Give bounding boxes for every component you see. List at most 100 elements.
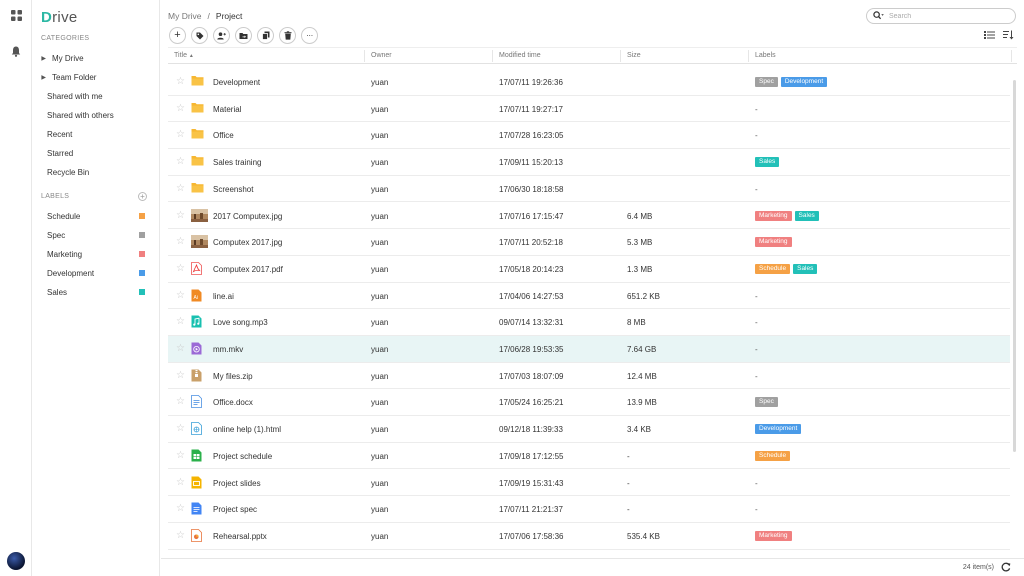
label-tag[interactable]: Sales: [794, 210, 819, 221]
file-name[interactable]: Project slides: [213, 478, 261, 488]
search-input[interactable]: [889, 12, 999, 20]
table-row[interactable]: ☆ Computex 2017.jpg yuan 17/07/11 20:52:18 5…: [168, 229, 1010, 256]
label-item-schedule[interactable]: Schedule: [32, 207, 159, 225]
file-name[interactable]: Project schedule: [213, 451, 273, 461]
column-size[interactable]: Size: [627, 52, 641, 59]
sidebar-item-recycle-bin[interactable]: Recycle Bin: [32, 163, 159, 181]
file-name[interactable]: Screenshot: [213, 184, 254, 194]
table-row[interactable]: ☆ Ai line.ai yuan 17/04/06 14:27:53 651.2 KB -: [168, 283, 1010, 310]
table-row[interactable]: ☆ My files.zip yuan 17/07/03 18:07:09 12.4 M…: [168, 363, 1010, 390]
table-row[interactable]: ☆ Screenshot yuan 17/06/30 18:18:58 -: [168, 176, 1010, 203]
table-row[interactable]: ☆ Material yuan 17/07/11 19:27:17 -: [168, 96, 1010, 123]
label-tag[interactable]: Schedule: [755, 450, 791, 461]
add-label-icon[interactable]: +: [138, 192, 147, 201]
table-row[interactable]: ☆ Project schedule yuan 17/09/18 17:12:55 - S…: [168, 443, 1010, 470]
label-tag[interactable]: Spec: [755, 77, 778, 87]
star-icon[interactable]: ☆: [176, 396, 185, 408]
apps-grid-icon[interactable]: [9, 8, 23, 22]
label-item-development[interactable]: Development: [32, 264, 159, 282]
star-icon[interactable]: ☆: [176, 476, 185, 488]
star-icon[interactable]: ☆: [176, 316, 185, 328]
file-name[interactable]: Office: [213, 131, 234, 141]
label-item-sales[interactable]: Sales: [32, 283, 159, 301]
label-tag[interactable]: Development: [755, 424, 802, 435]
file-name[interactable]: Sales training: [213, 158, 262, 168]
file-name[interactable]: Office.docx: [213, 398, 253, 408]
sidebar-item-recent[interactable]: Recent: [32, 125, 159, 143]
column-labels[interactable]: Labels: [755, 52, 776, 59]
move-button[interactable]: [235, 27, 252, 44]
star-icon[interactable]: ☆: [176, 182, 185, 194]
file-name[interactable]: Rehearsal.pptx: [213, 531, 267, 541]
search-box[interactable]: [866, 8, 1016, 24]
file-name[interactable]: line.ai: [213, 291, 234, 301]
breadcrumb-root[interactable]: My Drive: [168, 11, 202, 21]
label-tag[interactable]: Schedule: [755, 263, 791, 274]
scrollbar[interactable]: [1013, 80, 1016, 452]
star-icon[interactable]: ☆: [176, 129, 185, 141]
search-icon[interactable]: [873, 10, 885, 22]
label-item-spec[interactable]: Spec: [32, 226, 159, 244]
file-name[interactable]: Material: [213, 104, 242, 114]
refresh-icon[interactable]: [1001, 562, 1012, 573]
label-tag[interactable]: Sales: [793, 263, 818, 274]
file-name[interactable]: Project spec: [213, 505, 258, 515]
star-icon[interactable]: ☆: [176, 369, 185, 381]
user-avatar[interactable]: [7, 552, 25, 570]
file-name[interactable]: online help (1).html: [213, 425, 282, 435]
copy-button[interactable]: [257, 27, 274, 44]
label-tag[interactable]: Marketing: [755, 530, 792, 541]
file-name[interactable]: Love song.mp3: [213, 318, 268, 328]
file-name[interactable]: Development: [213, 78, 261, 87]
table-row[interactable]: ☆ Computex 2017.pdf yuan 17/05/18 20:14:23 1…: [168, 256, 1010, 283]
expand-caret-icon[interactable]: ▶: [41, 55, 46, 62]
notification-bell-icon[interactable]: [9, 44, 23, 58]
star-icon[interactable]: ☆: [176, 529, 185, 541]
delete-button[interactable]: [279, 27, 296, 44]
label-tag[interactable]: Development: [780, 77, 828, 87]
table-row[interactable]: ☆ online help (1).html yuan 09/12/18 11:39:…: [168, 416, 1010, 443]
column-modified-time[interactable]: Modified time: [499, 52, 541, 59]
label-item-marketing[interactable]: Marketing: [32, 245, 159, 263]
table-row[interactable]: ☆ Love song.mp3 yuan 09/07/14 13:32:31 8 MB -: [168, 309, 1010, 336]
star-icon[interactable]: ☆: [176, 76, 185, 87]
star-icon[interactable]: ☆: [176, 423, 185, 435]
share-button[interactable]: [213, 27, 230, 44]
column-title[interactable]: Title ▲: [174, 52, 194, 59]
sidebar-item-team-folder[interactable]: ▶ Team Folder: [32, 68, 159, 86]
star-icon[interactable]: ☆: [176, 343, 185, 354]
new-button[interactable]: +: [169, 27, 186, 44]
star-icon[interactable]: ☆: [176, 102, 185, 114]
table-row[interactable]: ☆ mm.mkv yuan 17/06/28 19:53:35 7.64 GB -: [168, 336, 1010, 363]
star-icon[interactable]: ☆: [176, 289, 185, 301]
star-icon[interactable]: ☆: [176, 503, 185, 515]
label-tag[interactable]: Sales: [755, 157, 780, 168]
table-row[interactable]: ☆ Office.docx yuan 17/05/24 16:25:21 13.9 MB…: [168, 389, 1010, 417]
more-button[interactable]: ···: [301, 27, 318, 44]
expand-caret-icon[interactable]: ▶: [41, 74, 46, 81]
table-row[interactable]: ☆ Project slides yuan 17/09/19 15:31:43 - -: [168, 470, 1010, 497]
star-icon[interactable]: ☆: [176, 449, 185, 461]
star-icon[interactable]: ☆: [176, 262, 185, 274]
label-tag[interactable]: Marketing: [755, 237, 792, 248]
file-name[interactable]: mm.mkv: [213, 345, 244, 354]
sidebar-item-starred[interactable]: Starred: [32, 144, 159, 162]
star-icon[interactable]: ☆: [176, 209, 185, 221]
file-name[interactable]: Computex 2017.jpg: [213, 238, 283, 248]
file-name[interactable]: Computex 2017.pdf: [213, 264, 283, 274]
star-icon[interactable]: ☆: [176, 156, 185, 168]
table-row[interactable]: ☆ Project spec yuan 17/07/11 21:21:37 - -: [168, 496, 1010, 523]
sidebar-item-shared-with-me[interactable]: Shared with me: [32, 87, 159, 105]
file-name[interactable]: My files.zip: [213, 371, 253, 381]
file-name[interactable]: 2017 Computex.jpg: [213, 211, 283, 221]
sidebar-item-shared-with-others[interactable]: Shared with others: [32, 106, 159, 124]
label-button[interactable]: [191, 27, 208, 44]
star-icon[interactable]: ☆: [176, 236, 185, 248]
table-row[interactable]: ☆ 2017 Computex.jpg yuan 17/07/16 17:15:47 6…: [168, 203, 1010, 230]
column-owner[interactable]: Owner: [371, 52, 392, 59]
label-tag[interactable]: Spec: [755, 397, 778, 408]
table-row[interactable]: ☆ Development yuan 17/07/11 19:26:36 Spec Dev…: [168, 69, 1010, 96]
list-view-icon[interactable]: [984, 30, 995, 41]
label-tag[interactable]: Marketing: [755, 210, 792, 221]
sort-order-icon[interactable]: [1003, 30, 1014, 41]
